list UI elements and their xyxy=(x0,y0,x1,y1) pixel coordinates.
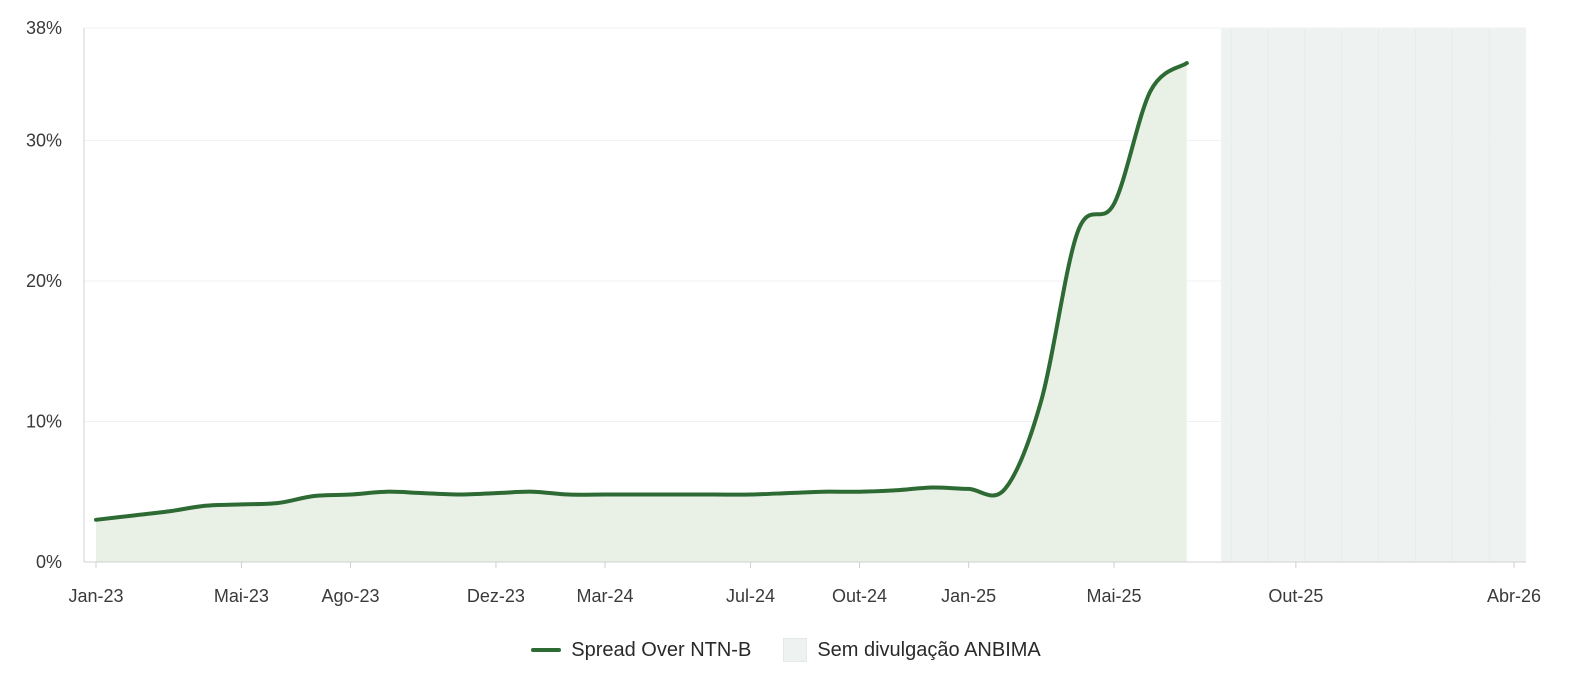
series-area-fill xyxy=(96,63,1187,562)
y-tick-label: 38% xyxy=(26,18,62,38)
y-tick-label: 10% xyxy=(26,411,62,431)
series-line-spread-over-ntn-b xyxy=(94,61,1189,522)
no-data-shaded-region xyxy=(1221,28,1526,562)
y-tick-label: 30% xyxy=(26,130,62,150)
x-tick-label: Abr-26 xyxy=(1487,586,1541,606)
legend-item-shade[interactable]: Sem divulgação ANBIMA xyxy=(783,638,1041,662)
y-tick-label: 0% xyxy=(36,552,62,572)
x-tick-label: Out-25 xyxy=(1268,586,1323,606)
legend-shade-swatch xyxy=(783,638,808,662)
x-tick-label: Jan-25 xyxy=(941,586,996,606)
x-tick-label: Mar-24 xyxy=(577,586,634,606)
x-tick-label: Out-24 xyxy=(832,586,887,606)
legend-series-label: Spread Over NTN-B xyxy=(571,638,752,661)
legend-shade-label: Sem divulgação ANBIMA xyxy=(817,638,1041,661)
x-tick-label: Jan-23 xyxy=(68,586,123,606)
legend: Spread Over NTN-B Sem divulgação ANBIMA xyxy=(0,638,1572,662)
line-area-chart: 0% 10% 20% 30% 38% Jan-23 Mai-23 Ago-23 Dez-23 Ma… xyxy=(26,18,1541,606)
x-tick-label: Ago-23 xyxy=(321,586,379,606)
x-tick-label: Mai-23 xyxy=(214,586,269,606)
x-tick-label: Jul-24 xyxy=(726,586,775,606)
y-tick-label: 20% xyxy=(26,271,62,291)
legend-item-series[interactable]: Spread Over NTN-B xyxy=(531,639,751,662)
legend-line-swatch xyxy=(531,648,562,652)
x-tick-label: Dez-23 xyxy=(467,586,525,606)
x-tick-label: Mai-25 xyxy=(1087,586,1142,606)
